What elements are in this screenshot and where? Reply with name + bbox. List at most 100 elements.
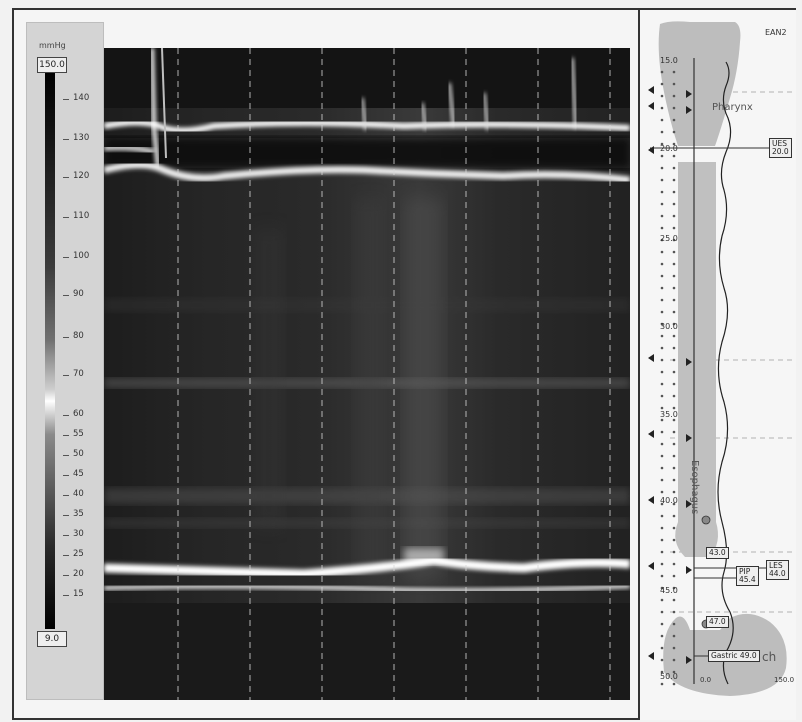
sensor-dot xyxy=(672,598,676,602)
depth-label-30: 30.0 xyxy=(660,322,678,331)
sensor-dot xyxy=(672,682,676,686)
sensor-dot xyxy=(660,610,664,614)
sensor-dot xyxy=(672,466,676,470)
marker-43[interactable]: 43.0 xyxy=(706,547,729,559)
sensor-dot xyxy=(672,166,676,170)
sensor-dot xyxy=(672,214,676,218)
depth-label-40: 40.0 xyxy=(660,496,678,505)
sensor-dot xyxy=(660,142,664,146)
les-marker[interactable]: LES 44.0 xyxy=(766,560,789,580)
sensor-dot xyxy=(660,562,664,566)
sensor-dot xyxy=(672,142,676,146)
sensor-dot xyxy=(660,490,664,494)
ues-value: 20.0 xyxy=(772,147,789,156)
scale-max-field[interactable]: 150.0 xyxy=(37,57,67,73)
scale-tick-50: 50 xyxy=(63,449,84,459)
sensor-dot xyxy=(660,598,664,602)
sensor-dot xyxy=(672,406,676,410)
sensor-dot xyxy=(672,190,676,194)
pressure-colorbar xyxy=(45,73,55,629)
sensor-dot xyxy=(660,298,664,302)
sensor-dot xyxy=(660,178,664,182)
pressure-scale-panel: mmHg 150.0 140 130 120 110 100 90 80 70 60 55 50 45… xyxy=(26,22,104,700)
sensor-dot xyxy=(660,166,664,170)
sensor-dot xyxy=(672,106,676,110)
ues-marker[interactable]: UES 20.0 xyxy=(769,138,792,158)
sensor-dot xyxy=(660,238,664,242)
sensor-dot xyxy=(660,226,664,230)
pressure-topography-heatmap[interactable] xyxy=(104,48,630,700)
sensor-dot xyxy=(672,298,676,302)
sensor-dot xyxy=(660,262,664,266)
les-value: 44.0 xyxy=(769,569,786,578)
sensor-dot xyxy=(672,442,676,446)
pip-marker[interactable]: PIP 45.4 xyxy=(736,566,759,586)
scale-min-field[interactable]: 9.0 xyxy=(37,631,67,647)
axis-left-label: 0.0 xyxy=(700,676,712,684)
sensor-dot xyxy=(660,214,664,218)
scale-unit-label: mmHg xyxy=(39,41,66,50)
anatomy-diagram xyxy=(648,21,796,696)
sensor-dot xyxy=(660,526,664,530)
marker-47[interactable]: 47.0 xyxy=(706,616,729,628)
sensor-dot xyxy=(660,538,664,542)
sensor-dot xyxy=(672,514,676,518)
sensor-dot xyxy=(672,634,676,638)
sensor-dot xyxy=(660,418,664,422)
sensor-dot xyxy=(660,310,664,314)
gastric-marker[interactable]: Gastric 49.0 xyxy=(708,650,760,662)
scale-tick-35: 35 xyxy=(63,509,84,519)
sensor-dot xyxy=(672,70,676,74)
sensor-dot xyxy=(672,274,676,278)
sensor-dot xyxy=(672,550,676,554)
sensor-dot xyxy=(672,490,676,494)
les-title: LES xyxy=(769,561,783,570)
sensor-dot xyxy=(660,406,664,410)
sensor-dot xyxy=(660,454,664,458)
sensor-dot xyxy=(672,646,676,650)
stomach-label-fragment: ch xyxy=(762,650,777,664)
sensor-dot xyxy=(672,154,676,158)
depth-label-15: 15.0 xyxy=(660,56,678,65)
sensor-dot xyxy=(672,178,676,182)
axis-right-label: 150.0 xyxy=(774,676,795,684)
sensor-dot xyxy=(660,382,664,386)
scale-tick-110: 110 xyxy=(62,211,90,221)
sensor-dot xyxy=(660,550,664,554)
sensor-dot xyxy=(660,478,664,482)
scale-tick-45: 45 xyxy=(63,469,84,479)
depth-label-45: 45.0 xyxy=(660,586,678,595)
sensor-dot xyxy=(660,466,664,470)
scale-tick-140: 140 xyxy=(62,93,90,103)
sensor-dot xyxy=(660,106,664,110)
sensor-dot xyxy=(660,70,664,74)
ues-title: UES xyxy=(772,139,787,148)
sensor-dot xyxy=(672,538,676,542)
pip-title: PIP xyxy=(739,567,751,576)
depth-label-25: 25.0 xyxy=(660,234,678,243)
sensor-dot xyxy=(660,670,664,674)
sensor-dot xyxy=(672,202,676,206)
sensor-dot xyxy=(660,646,664,650)
sensor-dot xyxy=(660,586,664,590)
sensor-dot xyxy=(672,622,676,626)
sensor-dot xyxy=(660,274,664,278)
sensor-dot xyxy=(660,94,664,98)
scale-tick-120: 120 xyxy=(62,171,90,181)
sensor-dot xyxy=(672,118,676,122)
sensor-dot xyxy=(672,226,676,230)
sensor-dot xyxy=(660,370,664,374)
sensor-dot xyxy=(672,250,676,254)
sensor-dot xyxy=(660,622,664,626)
sensor-dot xyxy=(660,394,664,398)
scale-tick-25: 25 xyxy=(63,549,84,559)
sensor-dot xyxy=(660,322,664,326)
sensor-dot xyxy=(672,430,676,434)
scale-tick-40: 40 xyxy=(63,489,84,499)
sensor-dot xyxy=(672,574,676,578)
sensor-dot xyxy=(660,430,664,434)
sensor-dot xyxy=(672,670,676,674)
scale-tick-80: 80 xyxy=(63,331,84,341)
sensor-dot xyxy=(672,94,676,98)
sensor-dot xyxy=(672,346,676,350)
